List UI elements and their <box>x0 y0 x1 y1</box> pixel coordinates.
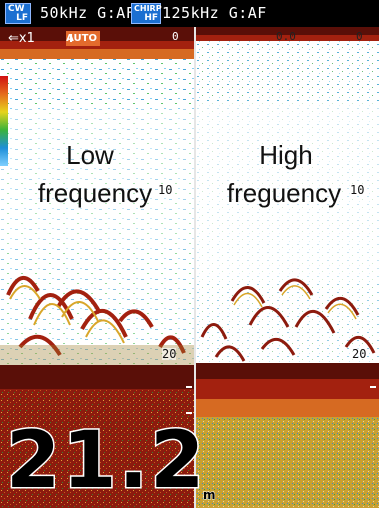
chirp-hf-badge[interactable]: CHIRP HF <box>131 3 162 24</box>
left-pane-label: Low <box>30 140 150 170</box>
status-bar: CW LF 50kHz G:AF CHIRP HF 125kHz G:AF <box>0 0 379 27</box>
right-pane-label-line2: freguency <box>226 178 342 208</box>
left-frequency-gain: 50kHz G:AF <box>40 4 136 22</box>
depth-tick <box>186 136 192 138</box>
right-pane-label: High <box>259 140 313 170</box>
right-top-right-marker: 0 <box>356 30 363 43</box>
left-depth-20: 20 <box>162 347 177 361</box>
badge-bottom-text: LF <box>16 13 28 23</box>
cw-lf-badge[interactable]: CW LF <box>5 3 31 24</box>
right-frequency-gain: 125kHz G:AF <box>162 4 267 22</box>
left-depth-10: 10 <box>158 183 173 197</box>
left-echogram-image <box>0 27 194 508</box>
left-pane-label-line2: frequency <box>37 178 153 208</box>
depth-tick <box>370 386 376 388</box>
depth-tick <box>186 258 192 260</box>
right-echogram-pane[interactable] <box>196 27 379 508</box>
depth-readout-value: 21.2 <box>4 416 207 506</box>
badge-bottom-text: HF <box>144 13 158 23</box>
badge-top-text: CW <box>8 4 25 14</box>
left-echogram-pane[interactable] <box>0 27 194 508</box>
depth-readout-unit: m <box>203 488 216 503</box>
depth-tick <box>370 258 376 260</box>
right-depth-20: 20 <box>352 347 367 361</box>
color-scale-bar <box>0 76 8 166</box>
right-echogram-image <box>196 27 379 508</box>
zoom-indicator[interactable]: ⇐x1 <box>8 31 35 46</box>
badge-top-text: CHIRP <box>134 4 162 13</box>
left-label-line1: Low <box>66 140 114 170</box>
auto-label: AUTO <box>66 33 97 44</box>
depth-tick <box>186 412 192 414</box>
left-top-marker: 0 <box>172 30 179 43</box>
right-depth-10: 10 <box>350 183 365 197</box>
depth-tick <box>186 386 192 388</box>
depth-tick <box>370 300 376 302</box>
depth-tick <box>370 136 376 138</box>
auto-icon: I <box>69 32 74 45</box>
depth-tick <box>186 300 192 302</box>
auto-gain-badge[interactable]: I AUTO <box>66 31 100 46</box>
right-top-marker: 0.0 <box>276 30 296 43</box>
split-divider[interactable] <box>194 27 196 508</box>
